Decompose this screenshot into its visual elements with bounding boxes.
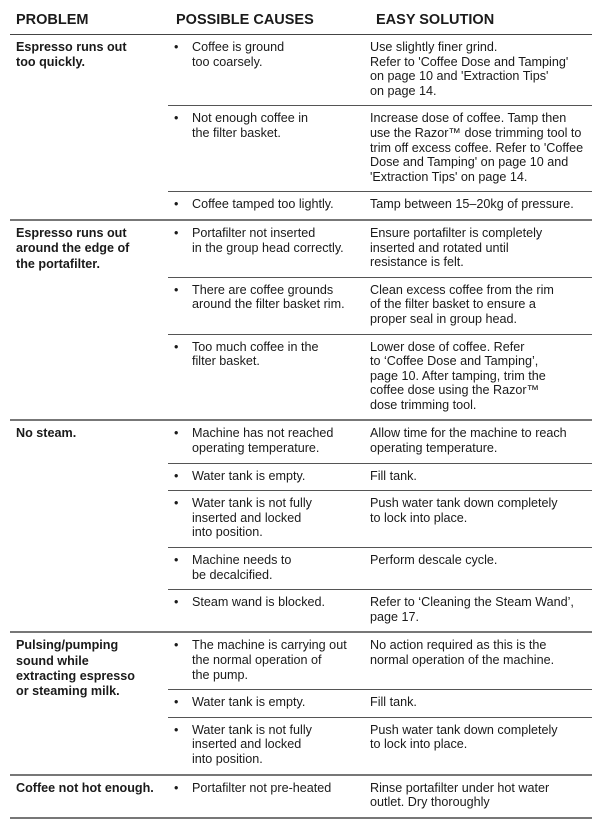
cause-text: Coffee tamped too lightly. xyxy=(192,197,334,212)
bullet-icon: • xyxy=(174,339,179,354)
cause-text: Steam wand is blocked. xyxy=(192,595,326,610)
problem-text: Espresso runs out too quickly. xyxy=(16,40,127,70)
bullet-icon: • xyxy=(174,496,179,511)
solution-text: Clean excess coffee from the rim of the … xyxy=(370,282,554,326)
bullet-icon: • xyxy=(174,40,179,54)
cause-text: Too much coffee in the filter basket. xyxy=(192,339,319,369)
table-row: • The machine is carrying out the normal … xyxy=(168,633,592,691)
cause-text: Machine has not reached operating temper… xyxy=(192,426,334,456)
bullet-icon: • xyxy=(174,722,179,737)
table-row: • Coffee tamped too lightly. Tamp between … xyxy=(168,192,592,219)
cause-rows: • Portafilter not inserted in the group h… xyxy=(168,221,592,420)
bullet-icon: • xyxy=(174,695,179,710)
solution-text: Push water tank down completely to lock … xyxy=(370,496,558,525)
solution-text: Tamp between 15–20kg of pressure. xyxy=(370,197,574,212)
solution-text: Lower dose of coffee. Refer to ‘Coffee D… xyxy=(370,339,546,412)
table-row: • Water tank is not fully inserted and lo… xyxy=(168,491,592,549)
solution-text: Increase dose of coffee. Tamp then use t… xyxy=(370,111,584,184)
table-row: • Machine has not reached operating tempe… xyxy=(168,421,592,464)
problem-group: Coffee not hot enough. • Portafilter not p… xyxy=(10,776,592,819)
table-row: • Not enough coffee in the filter basket.… xyxy=(168,106,592,193)
bullet-icon: • xyxy=(174,553,179,568)
problem-text: Pulsing/pumping sound while extracting e… xyxy=(16,638,135,699)
cause-rows: • Machine has not reached operating tempe… xyxy=(168,421,592,631)
bullet-icon: • xyxy=(174,225,179,240)
table-row: • Water tank is empty. Fill tank. xyxy=(168,690,592,718)
table-row: • Portafilter not inserted in the group h… xyxy=(168,221,592,278)
solution-text: Perform descale cycle. xyxy=(370,553,498,568)
table-row: • Water tank is not fully inserted and lo… xyxy=(168,718,592,774)
table-row: • Coffee is ground too coarsely. Use sligh… xyxy=(168,35,592,107)
cause-text: There are coffee grounds around the filt… xyxy=(192,282,345,312)
solution-text: No action required as this is the normal… xyxy=(370,638,555,667)
table-row: • Portafilter not pre-heated Rinse portafi… xyxy=(168,776,592,817)
cause-text: Water tank is empty. xyxy=(192,695,306,710)
bullet-icon: • xyxy=(174,595,179,610)
cause-text: Coffee is ground too coarsely. xyxy=(192,40,285,69)
table-row: • There are coffee grounds around the fil… xyxy=(168,278,592,335)
bullet-icon: • xyxy=(174,468,179,483)
bullet-icon: • xyxy=(174,282,179,297)
solution-text: Fill tank. xyxy=(370,695,417,710)
problem-group: Pulsing/pumping sound while extracting e… xyxy=(10,633,592,776)
cause-text: Not enough coffee in the filter basket. xyxy=(192,111,309,140)
cause-text: Portafilter not pre-heated xyxy=(192,780,332,795)
problem-group: Espresso runs out too quickly. • Coffee is… xyxy=(10,35,592,221)
bullet-icon: • xyxy=(174,780,179,795)
cause-text: Machine needs to be decalcified. xyxy=(192,553,292,582)
table-row: • Machine needs to be decalcified. Perform… xyxy=(168,548,592,591)
header-causes: POSSIBLE CAUSES xyxy=(176,12,314,28)
cause-text: Water tank is not fully inserted and loc… xyxy=(192,496,312,540)
cause-text: Water tank is not fully inserted and loc… xyxy=(192,722,312,766)
table-body: Espresso runs out too quickly. • Coffee is… xyxy=(10,35,592,819)
solution-text: Push water tank down completely to lock … xyxy=(370,722,558,752)
header-problem: PROBLEM xyxy=(16,12,89,28)
solution-text: Rinse portafilter under hot water outlet… xyxy=(370,780,550,810)
bullet-icon: • xyxy=(174,197,179,212)
solution-text: Ensure portafilter is completely inserte… xyxy=(370,225,543,270)
cause-rows: • Coffee is ground too coarsely. Use sligh… xyxy=(168,35,592,219)
problem-group: No steam. • Machine has not reached operat… xyxy=(10,421,592,634)
table-row: • Steam wand is blocked. Refer to ‘Cleanin… xyxy=(168,590,592,631)
solution-text: Fill tank. xyxy=(370,468,417,483)
bullet-icon: • xyxy=(174,426,179,441)
problem-text: No steam. xyxy=(16,426,77,441)
bullet-icon: • xyxy=(174,638,179,653)
header-solution: EASY SOLUTION xyxy=(376,12,495,28)
cause-text: Portafilter not inserted in the group he… xyxy=(192,225,344,255)
solution-text: Use slightly finer grind. Refer to 'Coff… xyxy=(370,40,569,98)
cause-rows: • The machine is carrying out the normal … xyxy=(168,633,592,773)
cause-text: Water tank is empty. xyxy=(192,468,306,483)
cause-text: The machine is carrying out the normal o… xyxy=(192,638,347,682)
solution-text: Refer to ‘Cleaning the Steam Wand’, page… xyxy=(370,595,574,624)
problem-text: Espresso runs out around the edge of the… xyxy=(16,225,130,271)
problem-text: Coffee not hot enough. xyxy=(16,780,154,795)
bullet-icon: • xyxy=(174,111,179,126)
table-row: • Water tank is empty. Fill tank. xyxy=(168,464,592,492)
table-header: PROBLEM POSSIBLE CAUSES EASY SOLUTION xyxy=(10,6,592,35)
solution-text: Allow time for the machine to reach oper… xyxy=(370,426,567,456)
table-row: • Too much coffee in the filter basket. Lo… xyxy=(168,335,592,420)
problem-group: Espresso runs out around the edge of the… xyxy=(10,221,592,422)
cause-rows: • Portafilter not pre-heated Rinse portafi… xyxy=(168,776,592,817)
